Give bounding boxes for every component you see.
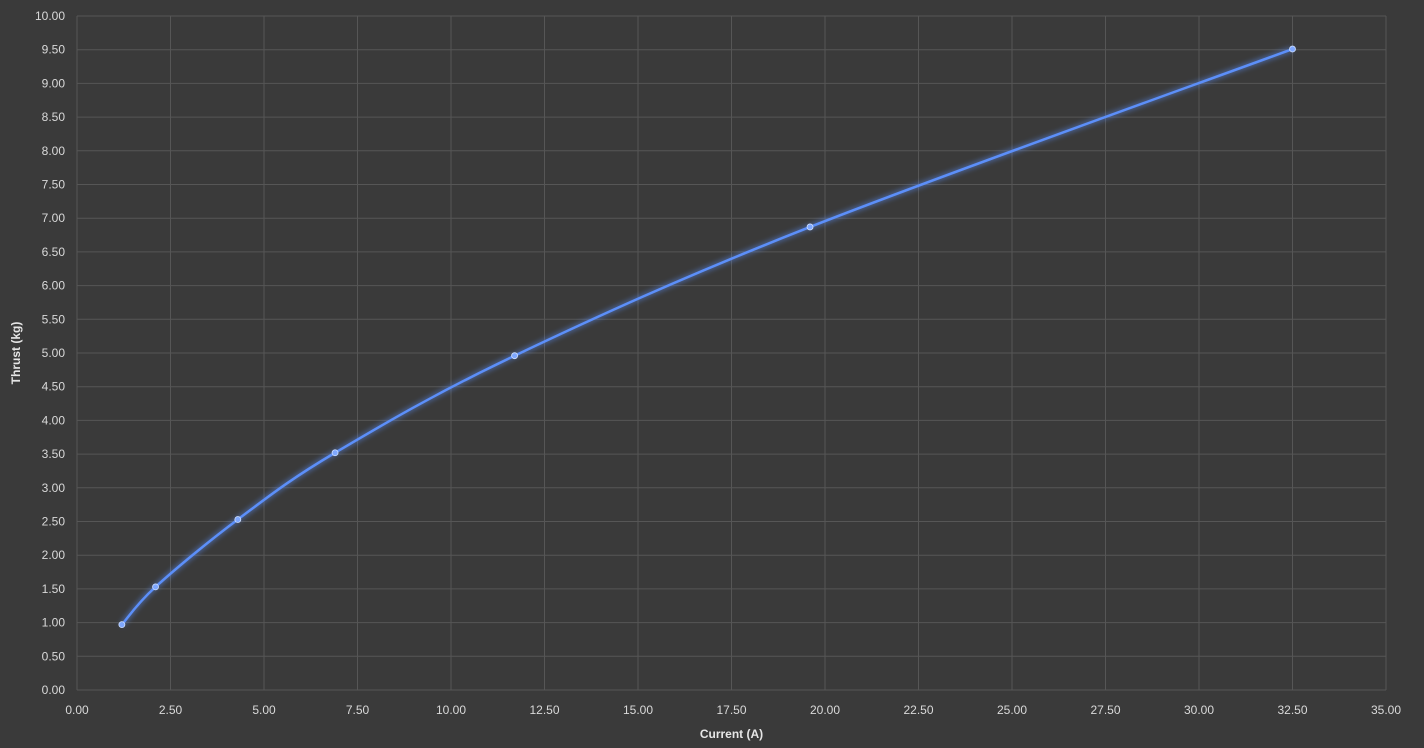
- x-tick-label: 15.00: [623, 703, 653, 717]
- series-layer: [118, 45, 1296, 629]
- grid-layer: [76, 15, 1387, 691]
- y-tick-label: 5.50: [42, 312, 66, 326]
- x-tick-label: 5.00: [252, 703, 276, 717]
- x-tick-label: 30.00: [1184, 703, 1214, 717]
- y-tick-label: 7.00: [42, 211, 66, 225]
- data-point: [1289, 45, 1296, 53]
- y-tick-label: 3.00: [42, 481, 66, 495]
- x-tick-label: 25.00: [997, 703, 1027, 717]
- y-tick-label: 5.00: [42, 346, 66, 360]
- y-tick-label: 2.50: [42, 515, 66, 529]
- y-axis-title: Thrust (kg): [9, 322, 23, 385]
- y-tick-label: 9.50: [42, 43, 66, 57]
- y-tick-label: 7.50: [42, 178, 66, 192]
- y-tick-label: 2.00: [42, 548, 66, 562]
- y-tick-label: 10.00: [35, 9, 65, 23]
- x-tick-label: 32.50: [1277, 703, 1307, 717]
- data-point: [806, 223, 814, 231]
- y-tick-label: 8.00: [42, 144, 66, 158]
- y-tick-label: 6.50: [42, 245, 66, 259]
- y-tick-label: 6.00: [42, 279, 66, 293]
- x-tick-label: 17.50: [716, 703, 746, 717]
- x-axis-title: Current (A): [700, 727, 763, 741]
- y-tick-label: 4.50: [42, 380, 66, 394]
- y-tick-label: 0.50: [42, 649, 66, 663]
- x-tick-label: 2.50: [159, 703, 183, 717]
- x-tick-label: 0.00: [65, 703, 89, 717]
- y-tick-label: 1.00: [42, 616, 66, 630]
- x-tick-label: 7.50: [346, 703, 370, 717]
- x-tick-label: 20.00: [810, 703, 840, 717]
- y-tick-label: 1.50: [42, 582, 66, 596]
- data-point: [511, 352, 518, 360]
- x-tick-label: 22.50: [903, 703, 933, 717]
- y-tick-label: 4.00: [42, 413, 66, 427]
- y-tick-label: 3.50: [42, 447, 66, 461]
- data-point: [118, 621, 126, 629]
- y-tick-label: 0.00: [42, 683, 66, 697]
- y-tick-label: 8.50: [42, 110, 66, 124]
- x-tick-label: 10.00: [436, 703, 466, 717]
- y-tick-label: 9.00: [42, 76, 66, 90]
- series-line: [120, 47, 1293, 626]
- data-point: [331, 449, 339, 457]
- data-point: [152, 583, 159, 591]
- x-tick-label: 35.00: [1371, 703, 1401, 717]
- axis-layer: 0.00 2.50 5.00 7.50 10.00 12.50 15.00 17.50 20.0…: [35, 9, 1401, 717]
- data-point: [234, 516, 242, 523]
- x-tick-label: 27.50: [1090, 703, 1120, 717]
- x-tick-label: 12.50: [529, 703, 559, 717]
